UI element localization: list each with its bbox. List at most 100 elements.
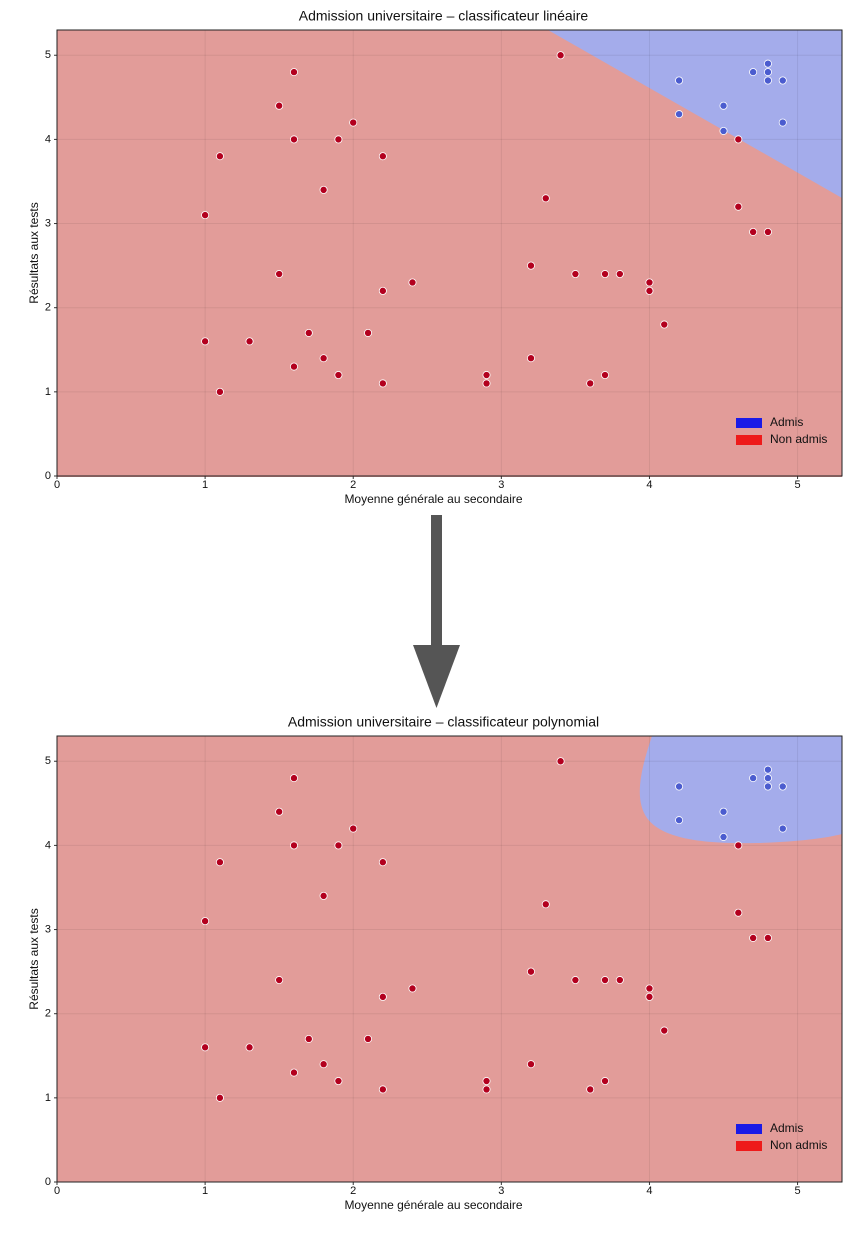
point (526, 261, 535, 270)
point (778, 782, 787, 791)
y-tick-label: 2 (45, 1008, 51, 1020)
point (364, 328, 373, 337)
point (675, 816, 684, 825)
point (482, 1077, 491, 1086)
point (601, 270, 610, 279)
point (763, 68, 772, 77)
point (349, 118, 358, 127)
y-axis-label: Résultats aux tests (27, 202, 41, 303)
point (482, 371, 491, 380)
point (601, 1077, 610, 1086)
point (645, 278, 654, 287)
plot-frame (56, 29, 843, 477)
point (319, 1060, 328, 1069)
point (275, 807, 284, 816)
point (482, 379, 491, 388)
point (334, 1077, 343, 1086)
point (289, 135, 298, 144)
point (334, 371, 343, 380)
point (571, 976, 580, 985)
point (719, 126, 728, 135)
point (778, 824, 787, 833)
legend-swatch (736, 418, 762, 428)
point (615, 270, 624, 279)
x-tick-label: 4 (646, 479, 652, 491)
point (334, 135, 343, 144)
point (215, 1093, 224, 1102)
point (526, 354, 535, 363)
point (319, 891, 328, 900)
legend-swatch (736, 1141, 762, 1151)
point (645, 984, 654, 993)
point (289, 68, 298, 77)
point (586, 379, 595, 388)
point (304, 1034, 313, 1043)
x-tick-label: 2 (350, 479, 356, 491)
legend-label: Non admis (770, 432, 827, 446)
point (289, 841, 298, 850)
point (289, 774, 298, 783)
point (675, 110, 684, 119)
point (275, 976, 284, 985)
point (541, 194, 550, 203)
y-tick-label: 4 (45, 133, 51, 145)
x-tick-label: 5 (795, 479, 801, 491)
y-tick-label: 3 (45, 923, 51, 935)
point (201, 211, 210, 220)
plot-frame (56, 735, 843, 1183)
point (319, 354, 328, 363)
y-axis-label: Résultats aux tests (27, 908, 41, 1009)
point (201, 917, 210, 926)
y-tick-label: 4 (45, 839, 51, 851)
point (749, 227, 758, 236)
region-admis (639, 736, 842, 844)
point (378, 1085, 387, 1094)
point (615, 976, 624, 985)
point (556, 757, 565, 766)
chart: 0 1 2 3 4 5 0 1 2 3 4 5 Admission universitaire – cl… (27, 8, 843, 506)
x-tick-label: 1 (202, 479, 208, 491)
point (734, 841, 743, 850)
point (734, 202, 743, 211)
legend-label: Non admis (770, 1138, 827, 1152)
point (378, 379, 387, 388)
point (408, 984, 417, 993)
y-tick-label: 5 (45, 755, 51, 767)
point (408, 278, 417, 287)
point (749, 68, 758, 77)
point (645, 992, 654, 1001)
point (763, 59, 772, 68)
point (364, 1034, 373, 1043)
point (319, 185, 328, 194)
point (526, 967, 535, 976)
point (215, 152, 224, 161)
y-tick-label: 2 (45, 302, 51, 314)
y-tick-label: 5 (45, 49, 51, 61)
point (763, 227, 772, 236)
x-tick-label: 2 (350, 1185, 356, 1197)
point (304, 328, 313, 337)
point (749, 774, 758, 783)
x-tick-label: 3 (498, 1185, 504, 1197)
point (349, 824, 358, 833)
chart-title: Admission universitaire – classificateur… (288, 714, 599, 730)
point (734, 908, 743, 917)
point (378, 858, 387, 867)
legend-swatch (736, 1124, 762, 1134)
arrow-shaft (431, 515, 442, 646)
point (201, 1043, 210, 1052)
point (778, 76, 787, 85)
legend-label: Admis (770, 1121, 803, 1135)
point (378, 992, 387, 1001)
point (734, 135, 743, 144)
point (334, 841, 343, 850)
point (749, 933, 758, 942)
point (763, 933, 772, 942)
point (660, 1026, 669, 1035)
point (675, 782, 684, 791)
y-tick-label: 1 (45, 1092, 51, 1104)
y-tick-label: 3 (45, 217, 51, 229)
x-tick-label: 4 (646, 1185, 652, 1197)
point (675, 76, 684, 85)
